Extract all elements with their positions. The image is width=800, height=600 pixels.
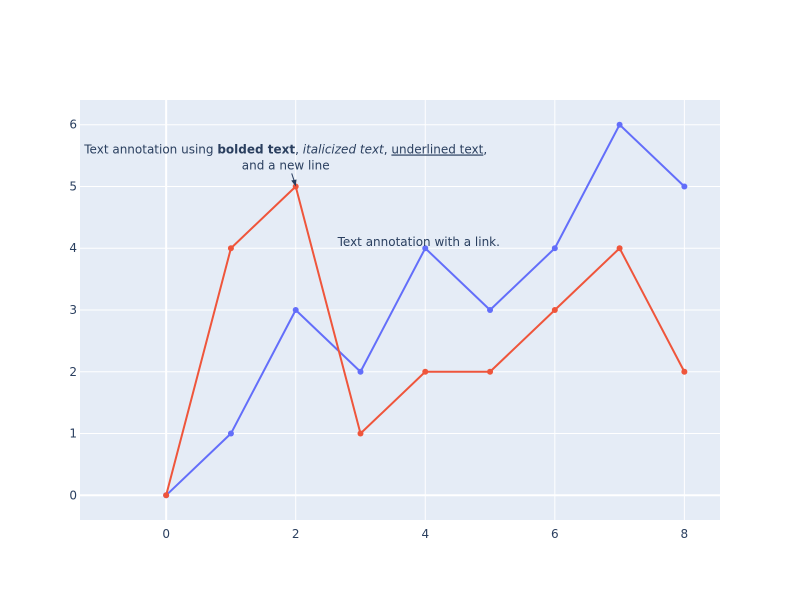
data-point[interactable]	[422, 368, 429, 375]
gridlines	[80, 100, 720, 520]
link-annotation[interactable]: Text annotation with a link.	[337, 235, 500, 249]
data-point[interactable]	[551, 307, 558, 313]
y-tick-label: 1	[69, 427, 77, 441]
y-tick-label: 6	[69, 118, 77, 132]
annotation-line-1: Text annotation using bolded text, itali…	[83, 142, 487, 156]
data-point[interactable]	[357, 430, 364, 437]
data-point[interactable]	[227, 245, 234, 252]
data-point[interactable]	[551, 245, 558, 252]
data-point[interactable]	[357, 368, 364, 375]
y-tick-label: 5	[69, 179, 77, 193]
x-tick-label: 4	[421, 527, 429, 541]
data-point[interactable]	[487, 368, 494, 375]
x-tick-label: 6	[551, 527, 559, 541]
data-point[interactable]	[227, 430, 234, 437]
arrow-head	[291, 179, 297, 187]
data-point[interactable]	[422, 245, 429, 252]
y-tick-label: 0	[69, 488, 77, 502]
data-point[interactable]	[292, 307, 299, 313]
x-tick-label: 0	[162, 527, 170, 541]
series-2	[163, 183, 688, 499]
annotation-run-normal: ,	[295, 142, 303, 156]
x-tick-label: 8	[681, 527, 689, 541]
annotation-run-normal: ,	[483, 142, 487, 156]
annotation-run-italic: italicized text	[303, 142, 385, 156]
series-layer	[163, 121, 688, 499]
annotations: Text annotation using bolded text, itali…	[83, 142, 500, 249]
data-point[interactable]	[616, 121, 623, 128]
data-point[interactable]	[681, 368, 688, 375]
y-tick-label: 3	[69, 303, 77, 317]
x-tick-label: 2	[292, 527, 300, 541]
annotation-run-normal: Text annotation using	[83, 142, 217, 156]
annotation-run-bold: bolded text	[217, 142, 295, 156]
annotation-line-2: and a new line	[242, 158, 330, 172]
annotation-run-normal: ,	[384, 142, 392, 156]
y-tick-label: 4	[69, 241, 77, 255]
data-point[interactable]	[681, 183, 688, 190]
data-point[interactable]	[616, 245, 623, 252]
data-point[interactable]	[163, 492, 170, 499]
formatted-annotation: Text annotation using bolded text, itali…	[83, 142, 487, 187]
annotation-run-underline: underlined text	[391, 142, 483, 156]
data-point[interactable]	[487, 307, 494, 313]
y-tick-label: 2	[69, 365, 77, 379]
axis-tick-labels: 0 2 4 6 8 0 1 2 3 4 5 6	[69, 118, 688, 541]
